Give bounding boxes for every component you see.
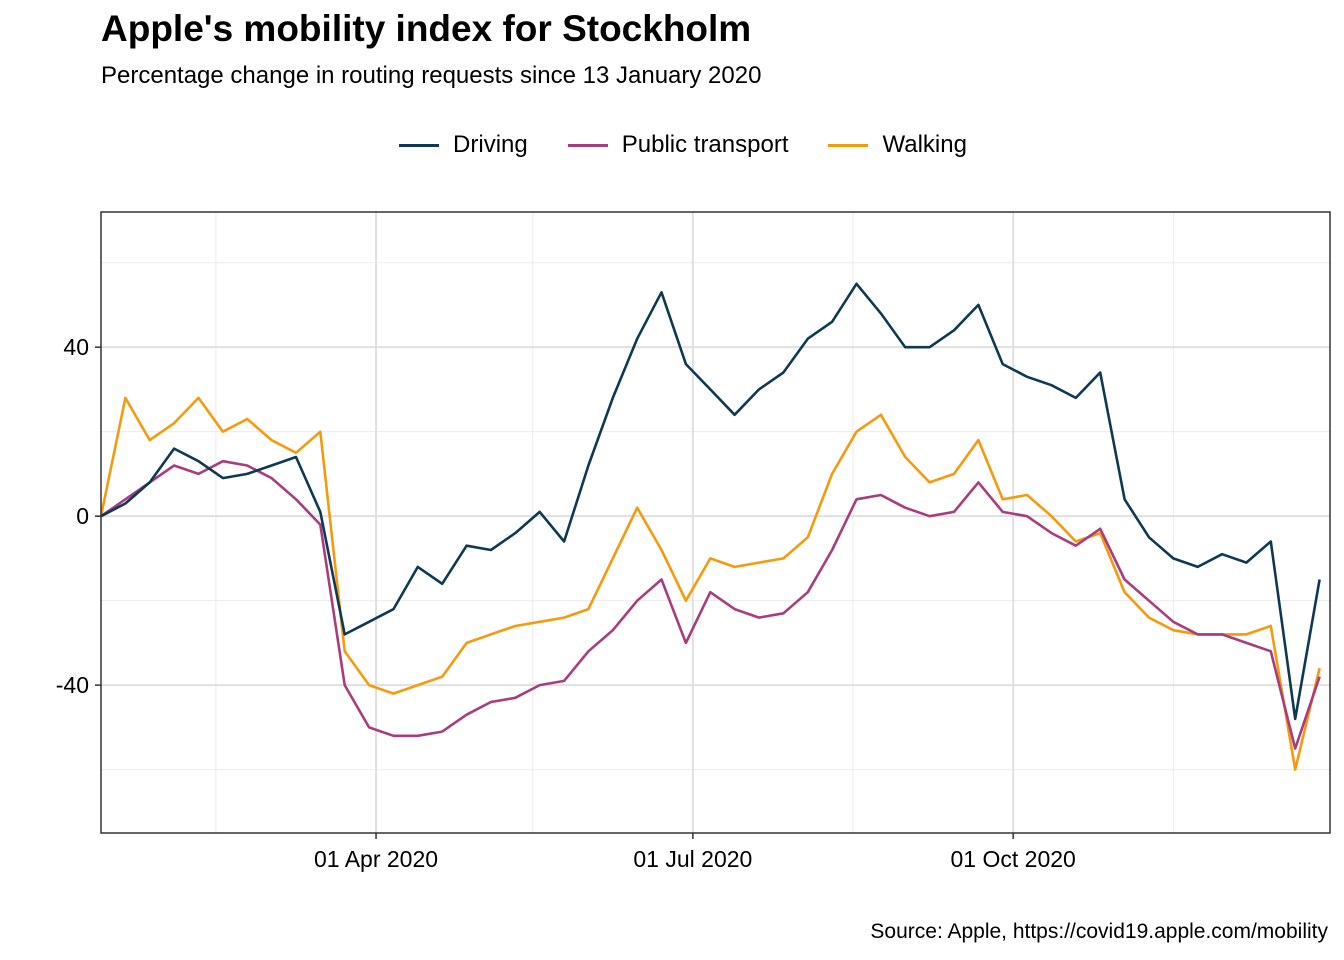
legend-key-driving (399, 143, 440, 147)
chart-subtitle: Percentage change in routing requests si… (101, 62, 762, 89)
y-tick-label: 40 (63, 334, 89, 360)
legend-key-public-transport (567, 143, 608, 147)
y-tick-label: -40 (56, 672, 89, 698)
series-line-walking (101, 396, 1321, 771)
legend-key-walking (828, 143, 869, 147)
plot-panel (101, 212, 1330, 833)
x-tick-label: 01 Jul 2020 (633, 846, 752, 872)
chart-title: Apple's mobility index for Stockholm (101, 8, 752, 49)
plot-border (100, 211, 1331, 834)
legend-item-public-transport: Public transport (567, 131, 789, 159)
legend: Driving Public transport Walking (0, 128, 1344, 162)
legend-label-walking: Walking (882, 131, 967, 158)
legend-item-driving: Driving (399, 131, 528, 159)
series-line-public-transport (101, 459, 1321, 750)
x-tick-label: 01 Oct 2020 (951, 846, 1076, 872)
y-tick-label: 0 (76, 503, 89, 529)
legend-label-public-transport: Public transport (621, 131, 789, 158)
legend-item-walking: Walking (828, 131, 967, 159)
series-line-driving (101, 282, 1321, 721)
x-tick-label: 01 Apr 2020 (314, 846, 438, 872)
legend-label-driving: Driving (453, 131, 528, 158)
source-caption: Source: Apple, https://covid19.apple.com… (870, 920, 1328, 943)
